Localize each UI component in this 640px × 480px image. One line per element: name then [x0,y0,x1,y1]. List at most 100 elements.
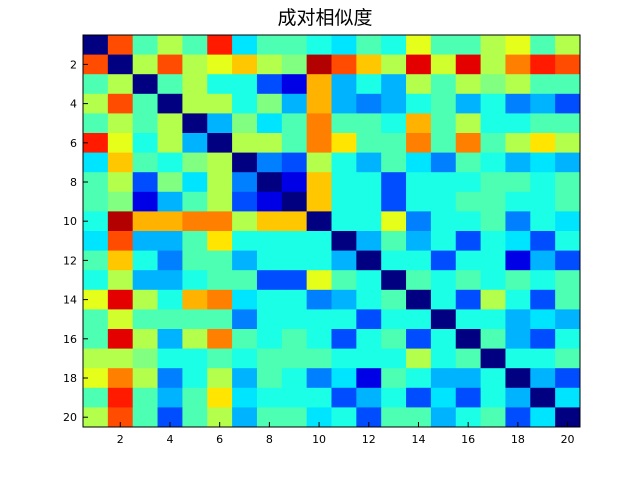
heatmap-cell-r18-c12 [356,368,382,389]
heatmap-cell-r11-c17 [480,231,506,251]
heatmap-cell-r13-c1 [83,270,109,291]
heatmap-cell-r3-c4 [157,74,183,95]
heatmap-cell-r3-c6 [207,74,233,95]
heatmap-cell-r13-c7 [232,270,258,291]
heatmap-cell-r20-c10 [306,407,332,428]
heatmap-cell-r8-c5 [182,172,208,193]
heatmap-cell-r17-c18 [505,348,531,369]
heatmap-cell-r11-c9 [281,231,308,251]
x-tick-label-12: 12 [362,433,376,446]
heatmap-cell-r4-c6 [207,93,233,114]
heatmap-cell-r9-c8 [256,191,283,212]
heatmap-cell-r18-c2 [107,368,134,389]
heatmap-cell-r3-c7 [232,74,258,95]
heatmap-cell-r2-c3 [132,54,158,75]
heatmap-cell-r17-c6 [207,348,233,369]
heatmap-cell-r19-c3 [132,387,158,408]
heatmap-cell-r20-c6 [207,407,233,428]
x-tick-label-6: 6 [216,433,223,446]
heatmap-cell-r2-c2 [107,54,134,75]
heatmap-cell-r7-c1 [83,152,109,173]
heatmap-cell-r14-c10 [306,289,332,310]
heatmap-cell-r10-c2 [107,211,134,232]
heatmap-cell-r8-c15 [430,172,457,193]
heatmap-cell-r6-c11 [331,133,357,153]
heatmap-cell-r17-c9 [281,348,308,369]
heatmap-cell-r16-c19 [530,329,556,349]
heatmap-cell-r6-c5 [182,133,208,153]
heatmap-cell-r11-c8 [256,231,283,251]
heatmap-cell-r18-c19 [530,368,556,389]
y-axis-ticks: 2 4 6 8 10 12 14 16 18 20 [63,58,88,424]
heatmap-cell-r16-c10 [306,329,332,349]
heatmap-cell-r15-c20 [555,309,581,330]
heatmap-cell-r10-c20 [555,211,581,232]
heatmap-cell-r19-c4 [157,387,183,408]
heatmap-cell-r19-c6 [207,387,233,408]
heatmap-cell-r6-c15 [430,133,457,153]
heatmap-cell-r16-c17 [480,329,506,349]
heatmap-cell-r6-c14 [406,133,432,153]
heatmap-cell-r3-c5 [182,74,208,95]
heatmap-cell-r6-c6 [207,133,233,153]
heatmap-cell-r8-c13 [381,172,407,193]
heatmap-cell-r17-c16 [455,348,481,369]
heatmap-cell-r2-c12 [356,54,382,75]
heatmap-cell-r14-c20 [555,289,581,310]
heatmap-cell-r1-c17 [480,35,506,55]
heatmap-cell-r13-c14 [406,270,432,291]
heatmap-cell-r9-c7 [232,191,258,212]
heatmap-cell-r19-c12 [356,387,382,408]
heatmap-cell-r3-c1 [83,74,109,95]
heatmap-cell-r4-c5 [182,93,208,114]
heatmap-cell-r17-c12 [356,348,382,369]
heatmap-cell-r20-c7 [232,407,258,428]
heatmap-cell-r18-c17 [480,368,506,389]
heatmap-cell-r4-c20 [555,93,581,114]
heatmap-cell-r18-c11 [331,368,357,389]
heatmap-cell-r9-c16 [455,191,481,212]
heatmap-cell-r16-c8 [256,329,283,349]
heatmap-cell-r8-c18 [505,172,531,193]
heatmap-cell-r9-c1 [83,191,109,212]
heatmap-cell-r12-c13 [381,250,407,271]
heatmap-cell-r20-c5 [182,407,208,428]
heatmap-cell-r13-c16 [455,270,481,291]
heatmap-cell-r1-c8 [256,35,283,55]
heatmap-cell-r20-c20 [555,407,581,428]
heatmap-cell-r6-c3 [132,133,158,153]
heatmap-cell-r11-c12 [356,231,382,251]
heatmap-cell-r1-c16 [455,35,481,55]
heatmap-cell-r7-c4 [157,152,183,173]
heatmap-cell-r6-c1 [83,133,109,153]
heatmap-cell-r8-c4 [157,172,183,193]
y-tick-label-8: 8 [70,176,77,189]
heatmap-cell-r9-c5 [182,191,208,212]
heatmap-cell-r16-c13 [381,329,407,349]
heatmap-cell-r2-c14 [406,54,432,75]
heatmap-cell-r11-c15 [430,231,457,251]
x-tick-label-18: 18 [511,433,525,446]
heatmap-cell-r5-c7 [232,113,258,134]
heatmap-cell-r16-c9 [281,329,308,349]
heatmap-cell-r15-c12 [356,309,382,330]
heatmap-cell-r1-c4 [157,35,183,55]
heatmap-cell-r8-c12 [356,172,382,193]
heatmap-cell-r13-c3 [132,270,158,291]
heatmap-cell-r16-c3 [132,329,158,349]
heatmap-cell-r15-c1 [83,309,109,330]
heatmap-cell-r8-c8 [256,172,283,193]
heatmap-cell-r4-c14 [406,93,432,114]
heatmap-cell-r10-c11 [331,211,357,232]
heatmap-cell-r12-c18 [505,250,531,271]
heatmap-cell-r10-c7 [232,211,258,232]
heatmap-cell-r5-c13 [381,113,407,134]
heatmap-cell-r18-c18 [505,368,531,389]
heatmap-cell-r15-c7 [232,309,258,330]
heatmap-cell-r18-c9 [281,368,308,389]
heatmap-cell-r15-c5 [182,309,208,330]
heatmap-cell-r2-c6 [207,54,233,75]
heatmap-cell-r20-c3 [132,407,158,428]
heatmap-cell-r11-c19 [530,231,556,251]
heatmap-cell-r8-c20 [555,172,581,193]
